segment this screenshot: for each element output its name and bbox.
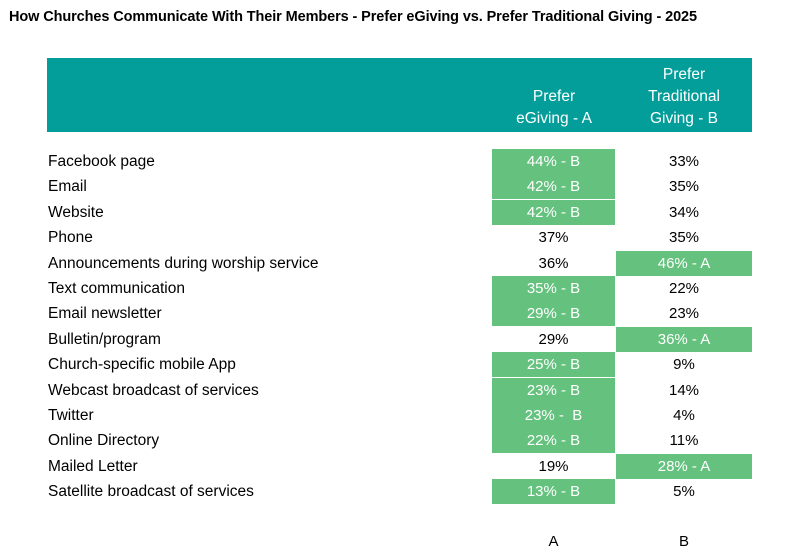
column-header-traditional: Prefer Traditional Giving - B: [616, 58, 752, 132]
column-footer-a: A: [548, 533, 559, 550]
row-label: Announcements during worship service: [48, 254, 319, 272]
table-row: Phone 37% 35%: [0, 225, 800, 250]
row-label: Mailed Letter: [48, 457, 138, 475]
cell-egiving: 35% - B: [492, 276, 615, 301]
cell-egiving: 19%: [538, 457, 569, 475]
cell-traditional: 36% - A: [616, 326, 752, 352]
column-footer-b: B: [678, 533, 689, 550]
cell-egiving: 25% - B: [492, 352, 615, 378]
table-row: Text communication 35% - B 22%: [0, 276, 800, 301]
table-row: Email newsletter 29% - B 23%: [0, 301, 800, 327]
cell-traditional: 33%: [668, 153, 700, 170]
cell-traditional: 46% - A: [616, 250, 752, 276]
cell-egiving: 29%: [538, 330, 569, 348]
row-label: Bulletin/program: [48, 330, 161, 348]
column-header-egiving: Prefer eGiving - A: [492, 58, 616, 132]
column-header-traditional-line-3: Giving - B: [649, 110, 719, 127]
table-row: Webcast broadcast of services 23% - B 14%: [0, 377, 800, 403]
row-label: Website: [48, 203, 104, 221]
cell-traditional: 34%: [668, 203, 700, 221]
cell-egiving: 29% - B: [492, 301, 615, 327]
table-row: Church-specific mobile App 25% - B 9%: [0, 352, 800, 378]
row-label: Webcast broadcast of services: [48, 381, 259, 399]
column-header-egiving-line-2: eGiving - A: [516, 110, 592, 127]
table-row: Mailed Letter 19% 28% - A: [0, 453, 800, 479]
column-header-traditional-line-2: Traditional: [648, 88, 720, 105]
row-label: Twitter: [48, 407, 94, 424]
cell-egiving: 23% - B: [492, 403, 615, 428]
cell-traditional: 35%: [668, 229, 700, 247]
chart-title: How Churches Communicate With Their Memb…: [9, 9, 697, 25]
cell-traditional: 4%: [673, 407, 695, 424]
cell-egiving: 23% - B: [492, 377, 615, 403]
row-label: Email newsletter: [48, 305, 162, 323]
cell-traditional: 11%: [669, 432, 699, 450]
table-header-bar: [47, 58, 752, 132]
cell-egiving: 44% - B: [492, 149, 615, 174]
cell-traditional: 5%: [673, 483, 695, 501]
row-label: Phone: [48, 229, 93, 247]
row-label: Text communication: [48, 280, 185, 297]
row-label: Email: [48, 178, 87, 196]
table-row: Bulletin/program 29% 36% - A: [0, 326, 800, 352]
cell-egiving: 42% - B: [492, 199, 615, 225]
table-row: Online Directory 22% - B 11%: [0, 428, 800, 454]
table-row: Satellite broadcast of services 13% - B 5%: [0, 479, 800, 505]
cell-egiving: 22% - B: [492, 428, 615, 454]
table-row: Twitter 23% - B 4%: [0, 403, 800, 428]
row-label: Facebook page: [48, 153, 155, 170]
table-row: Facebook page 44% - B 33%: [0, 149, 800, 174]
table-row: Email 42% - B 35%: [0, 174, 800, 200]
cell-traditional: 9%: [673, 356, 695, 374]
table-row: Website 42% - B 34%: [0, 199, 800, 225]
cell-traditional: 35%: [668, 178, 700, 196]
table-row: Announcements during worship service 36% 4…: [0, 250, 800, 276]
cell-traditional: 14%: [668, 381, 700, 399]
cell-egiving: 36%: [538, 254, 569, 272]
cell-traditional: 28% - A: [616, 453, 752, 479]
cell-egiving: 37%: [538, 229, 569, 247]
cell-traditional: 22%: [668, 280, 700, 297]
row-label: Church-specific mobile App: [48, 356, 236, 374]
row-label: Satellite broadcast of services: [48, 483, 254, 501]
cell-egiving: 42% - B: [492, 174, 615, 200]
column-header-traditional-line-1: Prefer: [662, 66, 706, 83]
row-label: Online Directory: [48, 432, 160, 450]
cell-traditional: 23%: [668, 305, 700, 323]
column-header-egiving-line-1: Prefer: [532, 88, 576, 105]
cell-egiving: 13% - B: [492, 479, 615, 505]
